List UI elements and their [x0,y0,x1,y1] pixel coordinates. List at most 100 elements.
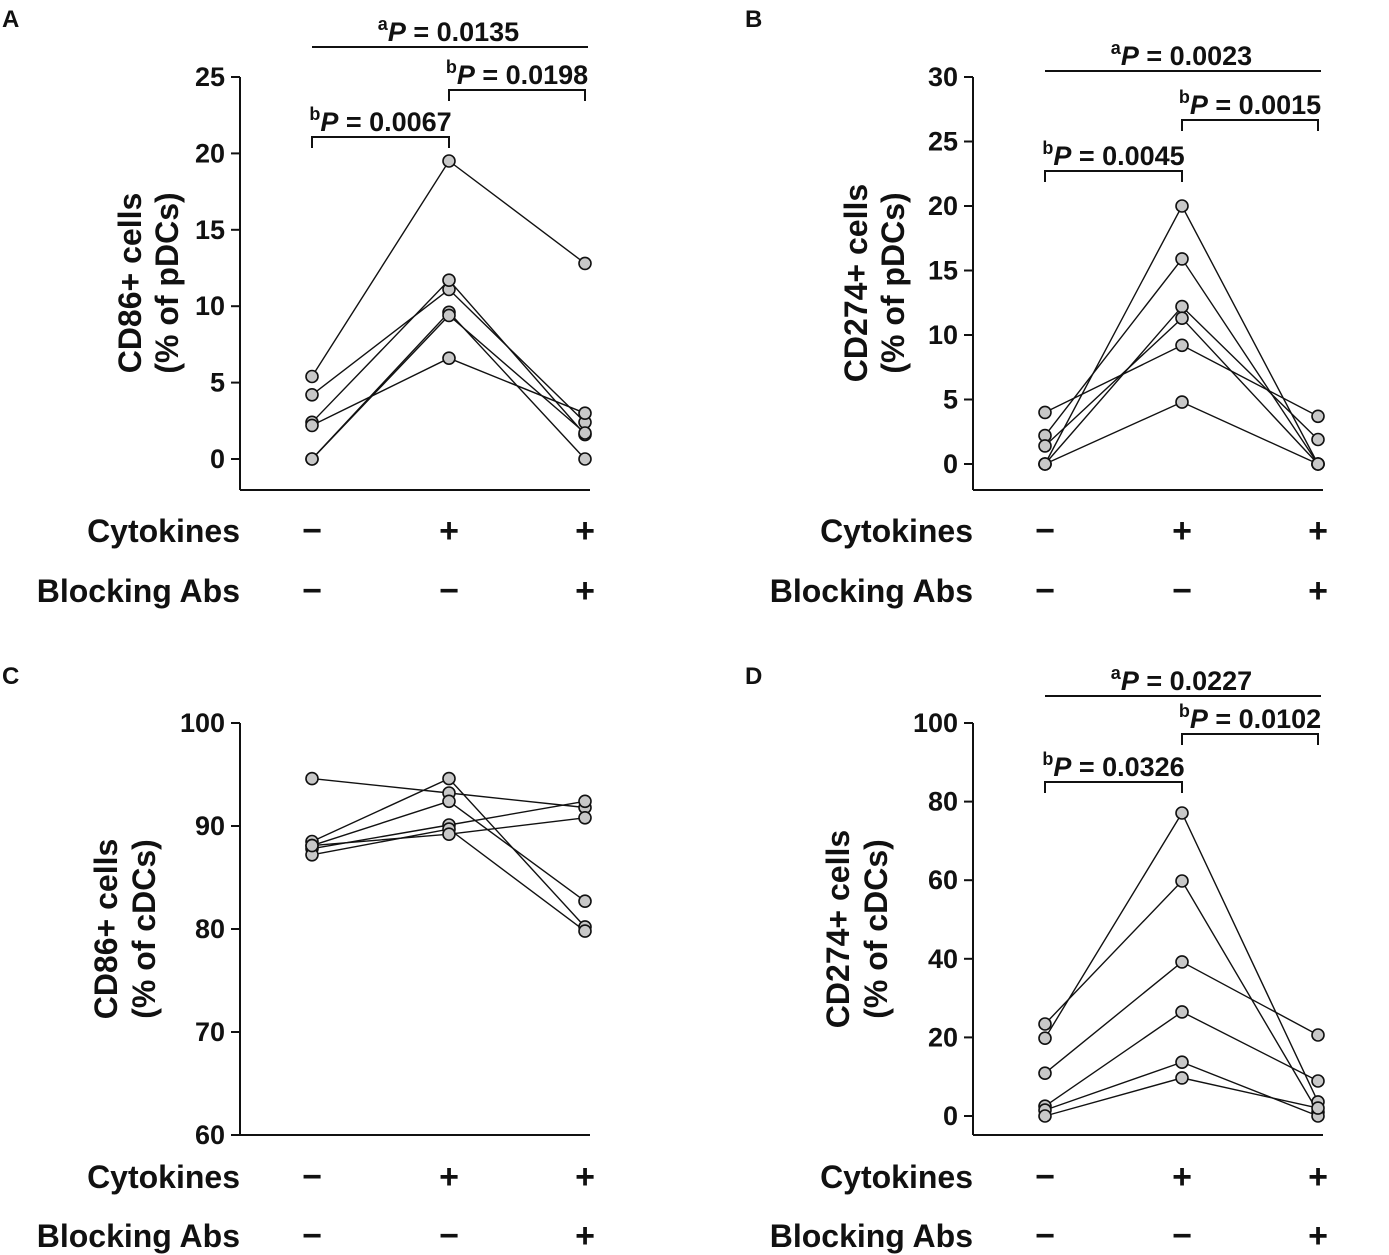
condition-label: Blocking Abs [770,573,973,609]
p-value-label: aP = 0.0023 [1111,38,1252,71]
p-value-text: = 0.0023 [1139,41,1252,71]
y-tick-label: 0 [210,444,225,474]
panel-label: A [2,6,19,33]
condition-sign: − [1035,1217,1055,1255]
panel-b: B 0 5 10 15 20 25 30 CD274+ cells (% of pDCs) Cyto… [745,6,1328,610]
y-axis-label: CD274+ cells [838,184,874,382]
comparison-bracket [1181,733,1319,745]
data-point [442,794,456,809]
panel-label: B [745,6,762,33]
series-line [1044,401,1319,465]
comparison-bracket [448,89,586,101]
data-point [1311,409,1325,424]
comparison-bracket [1181,119,1319,131]
condition-sign: − [1035,572,1055,610]
p-value-superscript: a [378,14,389,34]
condition-label: Blocking Abs [37,1218,240,1254]
data-point [1038,1066,1052,1080]
panel-a: A 0 5 10 15 20 25 CD86+ cells (% of pDCs) Cytokin… [2,6,595,610]
p-value-text: = 0.0198 [475,60,588,90]
y-tick-label: 30 [928,62,958,92]
data-point [305,771,319,786]
y-tick-label: 40 [928,944,958,974]
data-point [305,418,319,433]
y-axis-label: CD86+ cells [88,839,124,1020]
data-point [578,924,592,938]
significance-annotation: bP = 0.0102 [1179,701,1321,745]
y-tick-label: 5 [943,385,958,415]
y-tick-label: 15 [195,215,225,245]
p-value-symbol: P [320,107,339,137]
data-point [1175,199,1189,213]
y-tick-label: 25 [195,62,225,92]
data-point [1175,1055,1189,1069]
y-tick-label: 10 [928,320,958,350]
data-point [1311,1101,1325,1115]
data-point [305,838,319,853]
series-line [311,800,586,902]
data-point [578,256,592,271]
p-value-text: = 0.0067 [338,107,451,137]
condition-sign: + [1308,512,1328,550]
condition-label: Cytokines [87,513,240,549]
data-point [442,273,456,288]
condition-sign: + [575,572,595,610]
condition-label: Cytokines [820,513,973,549]
p-value-symbol: P [1121,666,1140,696]
y-tick-label: 0 [943,449,958,479]
significance-annotation: bP = 0.0326 [1042,749,1185,793]
data-point [578,794,592,809]
data-point [442,771,456,786]
data-point [305,452,319,466]
data-point [1311,457,1325,471]
condition-sign: + [1308,572,1328,610]
p-value-label: aP = 0.0227 [1111,663,1252,696]
condition-sign: + [1308,1158,1328,1196]
comparison-bracket [311,136,450,148]
p-value-label: bP = 0.0326 [1042,749,1184,782]
y-tick-label: 60 [195,1120,225,1150]
series-line [311,828,586,932]
panel-d: D 0 20 40 60 80 100 CD274+ cells (% of cDCs) Cyto… [745,663,1328,1255]
p-value-superscript: b [1179,87,1190,107]
data-point [1038,1109,1052,1123]
condition-label: Blocking Abs [770,1218,973,1254]
condition-sign: + [1172,1158,1192,1196]
y-tick-label: 20 [195,138,225,168]
condition-sign: − [1035,512,1055,550]
data-point [1175,1005,1189,1019]
p-value-label: bP = 0.0015 [1179,87,1321,120]
condition-sign: + [1172,512,1192,550]
data-point [1175,252,1189,266]
y-tick-label: 20 [928,1022,958,1052]
data-point [1038,1017,1052,1031]
condition-label: Blocking Abs [37,573,240,609]
data-point [442,827,456,842]
data-point [1038,405,1052,420]
y-axis-label: (% of pDCs) [149,192,185,373]
y-tick-label: 80 [195,914,225,944]
significance-annotation: aP = 0.0227 [1045,663,1321,697]
data-point [305,369,319,384]
p-value-text: = 0.0227 [1139,666,1252,696]
data-point [1175,1071,1189,1085]
y-tick-label: 80 [928,787,958,817]
p-value-text: = 0.0045 [1071,141,1184,171]
condition-sign: + [575,512,595,550]
p-value-label: bP = 0.0102 [1179,701,1321,734]
significance-annotation: bP = 0.0067 [309,104,452,148]
panel-label: D [745,663,762,690]
significance-annotation: aP = 0.0023 [1045,38,1321,72]
condition-sign: + [1308,1217,1328,1255]
data-point [442,154,456,168]
data-point [1038,457,1052,471]
data-point [1311,1028,1325,1042]
y-axis-label: (% of pDCs) [875,192,911,373]
data-point [1175,874,1189,888]
condition-sign: − [1035,1158,1055,1196]
data-point [1038,439,1052,453]
y-tick-label: 60 [928,865,958,895]
comparison-bracket [1044,170,1183,182]
p-value-superscript: b [309,104,320,124]
